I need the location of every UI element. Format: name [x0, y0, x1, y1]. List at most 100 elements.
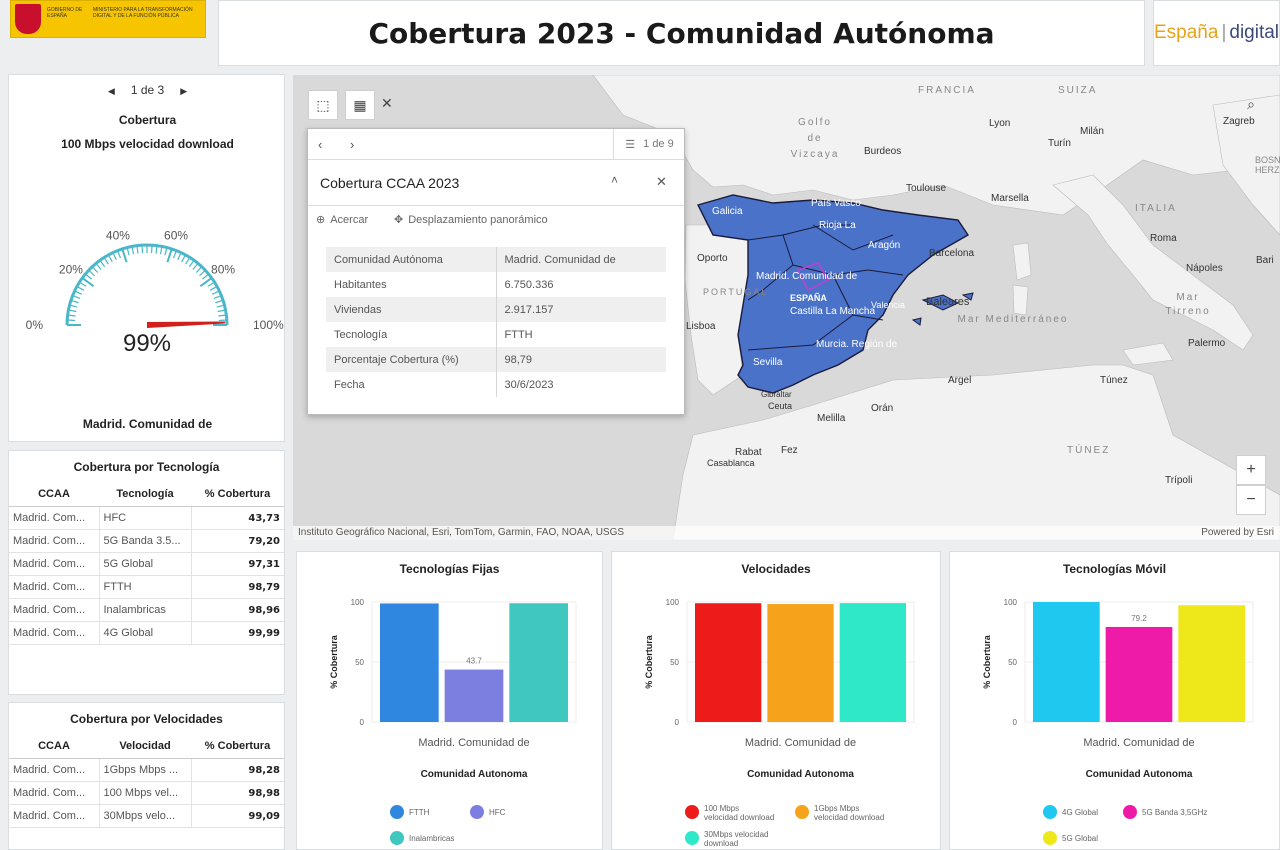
cell-cobertura: 97,31	[190, 552, 284, 576]
popup-feature-list-button[interactable]: ☰ 1 de 9	[613, 129, 685, 159]
bar[interactable]	[1033, 602, 1100, 722]
legend-item[interactable]: Inalambricas	[390, 831, 454, 845]
gauge-tick	[211, 290, 220, 295]
prev-page-button[interactable]: ◀	[107, 86, 115, 96]
minus-icon: −	[1246, 491, 1256, 508]
legend-label: 5G Banda 3,5GHz	[1142, 808, 1207, 817]
popup-field-value: 2.917.157	[496, 297, 666, 322]
region-murcia[interactable]: Murcia. Región de	[816, 339, 898, 350]
col-header-cobertura[interactable]: % Cobertura	[191, 482, 284, 507]
label-casablanca: Casablanca	[707, 458, 755, 468]
gauge-tick	[126, 247, 130, 256]
label-melilla: Melilla	[817, 413, 846, 424]
col-header-velocidad[interactable]: Velocidad	[99, 734, 191, 759]
bar[interactable]	[509, 603, 568, 722]
gauge-tick	[67, 314, 76, 317]
gauge-tick-label: 60%	[164, 229, 188, 243]
label-turin: Turín	[1048, 138, 1071, 149]
col-header-tecnologia[interactable]: Tecnología	[99, 482, 191, 507]
clear-selection-button[interactable]: ✕	[381, 95, 393, 112]
cell-tecnologia: HFC	[98, 506, 191, 530]
region-valencia[interactable]: Valencia	[871, 300, 905, 310]
gauge-tick	[215, 299, 224, 304]
select-tool-button[interactable]: ⬚	[308, 90, 338, 120]
x-tick-label: Madrid. Comunidad de	[745, 737, 856, 749]
legend-swatch	[390, 805, 404, 819]
zoom-in-button[interactable]: +	[1236, 455, 1266, 485]
chevron-right-icon: ›	[350, 137, 355, 152]
region-castilla-la-mancha[interactable]: Castilla La Mancha	[790, 306, 876, 317]
gauge-subtitle: 100 Mbps velocidad download	[61, 137, 234, 151]
gauge-tick	[188, 259, 195, 268]
table-row[interactable]: Madrid. Com... 1Gbps Mbps ... 98,28	[9, 758, 284, 782]
gauge-tick	[74, 290, 83, 295]
popup-row: Habitantes 6.750.336	[326, 272, 666, 297]
region-madrid[interactable]: Madrid. Comunidad de	[756, 271, 858, 282]
region-rioja[interactable]: Rioja La	[819, 220, 856, 231]
table-row[interactable]: Madrid. Com... FTTH 98,79	[9, 575, 284, 599]
table-row[interactable]: Madrid. Com... 4G Global 99,99	[9, 621, 284, 645]
popup-pan-action[interactable]: ✥ Desplazamiento panorámico	[394, 214, 548, 226]
legend-item[interactable]: 4G Global	[1043, 805, 1098, 819]
bar[interactable]	[380, 603, 439, 722]
next-page-button[interactable]: ▶	[180, 86, 188, 96]
table-row[interactable]: Madrid. Com... 5G Banda 3.5... 79,20	[9, 529, 284, 553]
bar[interactable]	[839, 603, 906, 722]
table-row[interactable]: Madrid. Com... 100 Mbps vel... 98,98	[9, 781, 284, 805]
region-galicia[interactable]: Galicia	[712, 206, 743, 217]
bar[interactable]	[767, 604, 834, 722]
col-header-ccaa[interactable]: CCAA	[9, 482, 99, 507]
label-tripoli: Trípoli	[1165, 475, 1193, 486]
area-select-button[interactable]: ▦	[345, 90, 375, 120]
bar[interactable]	[1105, 626, 1173, 722]
region-pais-vasco[interactable]: País Vasco	[811, 198, 861, 209]
popup-prev-button[interactable]: ‹	[318, 137, 322, 152]
bar[interactable]	[444, 669, 504, 722]
bar-data-label: 79.2	[1131, 614, 1147, 623]
chevron-up-icon: ˄	[611, 173, 619, 187]
col-header-ccaa[interactable]: CCAA	[9, 734, 99, 759]
cell-tecnologia: 5G Banda 3.5...	[98, 529, 191, 553]
gauge-tick	[166, 248, 173, 263]
espana-digital-logo: España | digital	[1153, 0, 1280, 66]
y-tick-label: 100	[351, 598, 365, 607]
table-row[interactable]: Madrid. Com... HFC 43,73	[9, 506, 284, 530]
popup-field-value: Madrid. Comunidad de	[496, 247, 666, 272]
speed-table-title: Cobertura por Velocidades	[70, 712, 223, 726]
gauge-title: Cobertura	[118, 113, 177, 127]
map-attribution-bar: Instituto Geográfico Nacional, Esri, Tom…	[293, 526, 1280, 540]
region-sevilla[interactable]: Sevilla	[753, 357, 783, 368]
table-row[interactable]: Madrid. Com... Inalambricas 98,96	[9, 598, 284, 622]
gauge-tick	[202, 273, 210, 280]
legend-item[interactable]: HFC	[470, 805, 506, 819]
bar[interactable]	[695, 603, 762, 722]
label-bari: Bari	[1256, 255, 1274, 266]
col-header-cobertura[interactable]: % Cobertura	[191, 734, 284, 759]
powered-by-esri[interactable]: Powered by Esri	[1201, 527, 1274, 538]
gauge-tick	[112, 252, 117, 261]
popup-next-button[interactable]: ›	[350, 137, 354, 152]
bar[interactable]	[1178, 605, 1245, 722]
popup-zoom-action[interactable]: ⊕ Acercar	[316, 214, 369, 226]
zoom-out-button[interactable]: −	[1236, 485, 1266, 515]
gauge-tick	[99, 259, 106, 268]
search-button[interactable]: ⌕	[1236, 89, 1266, 119]
popup-close-button[interactable]: ✕	[656, 174, 667, 190]
chart-title: Velocidades	[741, 562, 811, 576]
gauge-tick	[72, 294, 81, 300]
popup-collapse-button[interactable]: ˄	[611, 173, 618, 187]
gauge-dial: 0% 20% 40% 60% 80% 100% 99%	[26, 229, 284, 357]
region-aragon[interactable]: Aragón	[868, 240, 901, 251]
legend-item[interactable]: 5G Global	[1043, 831, 1098, 845]
legend-item[interactable]: 5G Banda 3,5GHz	[1123, 805, 1207, 819]
legend-label: velocidad download	[814, 813, 884, 822]
gauge-tick	[216, 304, 225, 308]
legend-item[interactable]: FTTH	[390, 805, 430, 819]
table-row[interactable]: Madrid. Com... 5G Global 97,31	[9, 552, 284, 576]
popup-divider	[308, 205, 684, 206]
table-row[interactable]: Madrid. Com... 30Mbps velo... 99,09	[9, 804, 284, 828]
popup-row: Tecnología FTTH	[326, 322, 666, 347]
